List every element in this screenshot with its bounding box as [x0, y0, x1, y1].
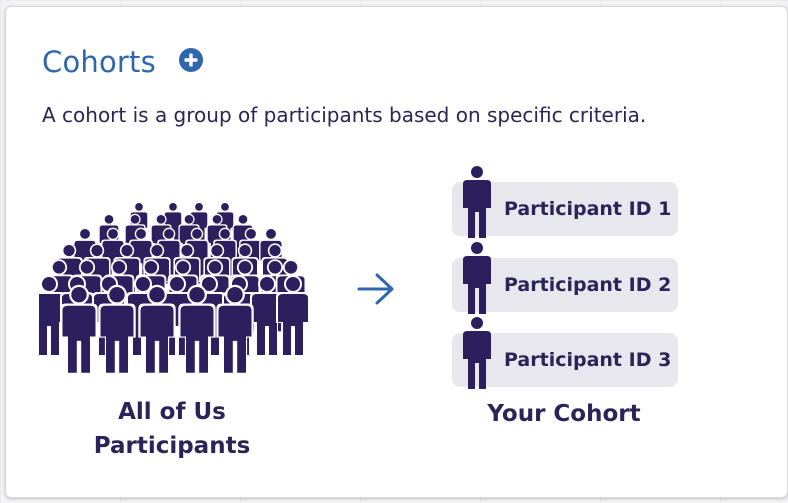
- person-icon: [463, 317, 491, 389]
- person-icon: [463, 242, 491, 314]
- arrow-right-icon: [357, 273, 394, 305]
- participant-id-card: Participant ID 2: [452, 242, 678, 314]
- your-cohort-label: Your Cohort: [487, 401, 641, 427]
- crowd-person: [60, 284, 98, 375]
- page-title: Cohorts: [42, 45, 156, 79]
- crowd-person: [276, 275, 309, 357]
- person-icon: [463, 166, 491, 238]
- all-participants-label: All of Us Participants: [72, 395, 272, 463]
- crowd-person: [250, 275, 284, 357]
- crowd-of-people-icon: [39, 201, 309, 375]
- crowd-person: [178, 284, 216, 375]
- participant-id-card: Participant ID 1: [452, 166, 678, 238]
- all-participants-label-line2: Participants: [93, 433, 251, 459]
- crowd-person: [98, 284, 136, 375]
- crowd-person: [138, 284, 176, 375]
- plus-circle-icon[interactable]: [179, 48, 203, 72]
- participant-id-label: Participant ID 1: [504, 198, 672, 220]
- cohorts-card: Cohorts A cohort is a group of participa…: [5, 6, 788, 498]
- crowd-person: [39, 275, 66, 357]
- crowd-person: [216, 284, 254, 375]
- all-participants-label-line1: All of Us: [118, 399, 226, 425]
- participant-id-card: Participant ID 3: [452, 317, 678, 389]
- cohort-description: A cohort is a group of participants base…: [42, 103, 647, 127]
- participant-id-label: Participant ID 2: [504, 274, 672, 296]
- participant-id-label: Participant ID 3: [504, 349, 672, 371]
